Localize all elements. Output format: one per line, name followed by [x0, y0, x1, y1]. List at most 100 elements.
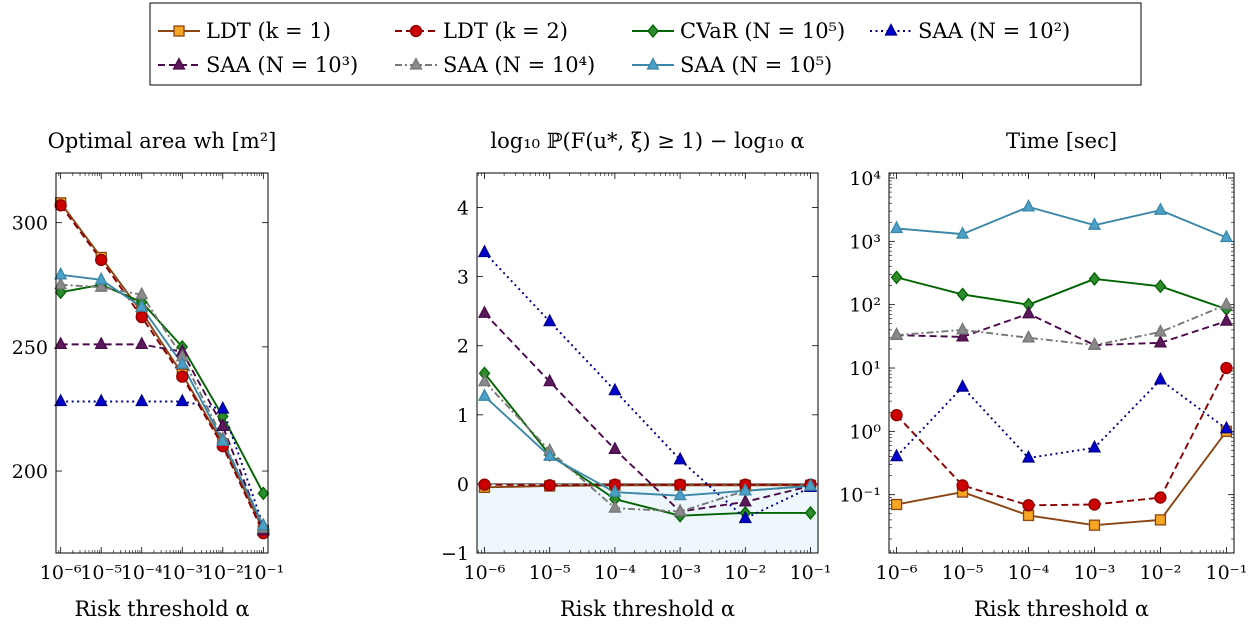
- legend-label: SAA (N = 10⁴): [443, 53, 595, 77]
- data-point-saa5: [256, 517, 270, 531]
- data-point-saa5: [1087, 217, 1102, 230]
- series-line-saa3: [60, 343, 265, 531]
- data-point-saa4: [1219, 296, 1233, 310]
- y-tick-label: 2: [457, 336, 469, 358]
- legend-entry-saa3: SAA (N = 10³): [158, 53, 358, 77]
- legend-marker: [173, 25, 185, 37]
- plot-frame: [55, 172, 269, 554]
- legend-entry-saa2: SAA (N = 10²): [870, 19, 1070, 43]
- x-tick-label: 10⁻²: [1140, 562, 1182, 584]
- data-point-saa2: [1153, 371, 1168, 385]
- data-point-saa3: [94, 336, 108, 350]
- data-point-saa4: [1021, 329, 1036, 343]
- y-tick-label: 3: [457, 267, 469, 289]
- data-point-saa3: [955, 328, 970, 342]
- series-line-cvar5: [483, 372, 811, 517]
- data-point-saa2: [175, 393, 189, 407]
- data-point-saa3: [1021, 305, 1036, 319]
- legend-entry-cvar5: CVaR (N = 10⁵): [632, 19, 845, 43]
- y-tick-label: 300: [12, 213, 48, 235]
- data-point-saa3: [1219, 313, 1233, 326]
- data-point-saa4: [477, 373, 492, 387]
- legend-entry-ldt2: LDT (k = 2): [395, 19, 568, 43]
- x-axis-label: Risk threshold α: [74, 597, 249, 621]
- series-line-saa5: [896, 205, 1227, 239]
- data-point-saa5: [890, 220, 904, 234]
- series-line-saa3: [896, 312, 1227, 347]
- data-point-saa3: [54, 336, 68, 350]
- chart-panel-2: 10⁻⁶ 10⁻⁵ 10⁻⁴ 10⁻³ 10⁻² 10⁻¹ −1 0 1 2 3 4 log₁₀ ℙ(F…: [441, 129, 831, 621]
- data-point-saa5: [608, 484, 622, 497]
- series-line-ldt2: [895, 367, 1228, 507]
- series-line-saa2: [895, 378, 1227, 459]
- legend-entry-ldt1: LDT (k = 1): [158, 19, 331, 43]
- data-point-ldt1: [890, 498, 903, 511]
- data-point-ldt1: [1022, 509, 1035, 522]
- legend-marker: [647, 23, 659, 39]
- x-tick-label: 10⁻¹: [790, 562, 832, 584]
- legend-marker: [884, 23, 898, 36]
- data-point-saa4: [54, 276, 68, 290]
- series-line-saa2: [60, 400, 265, 526]
- x-axis-label: Risk threshold α: [560, 597, 735, 621]
- y-tick-label: 10⁴: [849, 168, 881, 190]
- data-point-saa2: [1021, 450, 1036, 463]
- data-point-saa5: [1219, 229, 1233, 243]
- plot-frame: [476, 172, 819, 554]
- legend-box: [149, 2, 1142, 86]
- x-tick-label: 10⁻⁶: [464, 562, 506, 584]
- data-point-saa3: [738, 493, 752, 507]
- data-point-saa4: [608, 500, 622, 513]
- data-point-saa2: [135, 393, 149, 407]
- x-tick-label: 10⁻⁶: [40, 562, 82, 584]
- data-point-saa2: [543, 313, 557, 327]
- data-point-saa5: [543, 448, 557, 461]
- series-line-ldt1: [59, 202, 265, 532]
- series-line-saa3: [483, 312, 811, 513]
- data-point-saa2: [216, 401, 230, 414]
- data-point-saa4: [955, 321, 970, 335]
- chart-panel-1: 10⁻⁶10⁻⁵10⁻⁴10⁻³10⁻²10⁻¹ 200 250 300 Optimal…: [12, 129, 285, 621]
- legend-label: SAA (N = 10²): [918, 19, 1070, 43]
- data-point-saa5: [135, 299, 149, 312]
- chart-title: Time [sec]: [1006, 129, 1117, 153]
- legend-entry-saa5: SAA (N = 10⁵): [632, 53, 832, 77]
- data-point-ldt1: [1154, 514, 1167, 526]
- series-line-saa4: [896, 303, 1227, 347]
- x-tick-label: 10⁻³: [659, 562, 701, 584]
- x-axis-label: Risk threshold α: [974, 597, 1149, 621]
- data-point-saa4: [890, 327, 904, 340]
- x-tick-label: 10⁻²: [202, 562, 244, 584]
- legend: LDT (k = 1) LDT (k = 2) CVaR (N = 10⁵) SAA …: [149, 2, 1142, 86]
- data-point-saa2: [890, 448, 904, 462]
- legend-marker: [172, 57, 186, 70]
- data-point-saa2: [955, 379, 970, 392]
- y-tick-label: 10³: [849, 231, 881, 253]
- x-tick-label: 10⁻³: [161, 562, 203, 584]
- data-point-ldt2: [135, 310, 148, 324]
- y-tick-label: −1: [441, 543, 469, 565]
- data-point-ldt2: [1220, 361, 1233, 375]
- series-line-ldt1: [896, 430, 1228, 527]
- legend-marker: [646, 57, 660, 70]
- data-point-saa2: [738, 510, 752, 524]
- data-point-saa2: [1219, 420, 1233, 434]
- plot-frame: [888, 172, 1235, 554]
- data-point-cvar5: [1088, 271, 1101, 286]
- x-tick-label: 10⁻²: [724, 562, 766, 584]
- data-point-saa3: [477, 305, 492, 318]
- data-point-ldt2: [176, 370, 189, 383]
- data-point-saa3: [135, 336, 149, 350]
- data-point-cvar5: [890, 270, 903, 285]
- data-point-saa3: [1153, 334, 1168, 348]
- x-tick-label: 10⁻⁵: [529, 562, 571, 584]
- data-point-ldt2: [1154, 491, 1167, 504]
- chart-panels: 10⁻⁶10⁻⁵10⁻⁴10⁻³10⁻²10⁻¹200250300Optimal…: [12, 129, 1248, 621]
- data-point-saa5: [673, 487, 687, 501]
- data-point-saa3: [543, 373, 557, 387]
- x-tick-label: 10⁻¹: [1205, 562, 1247, 584]
- data-point-saa2: [94, 393, 108, 407]
- x-tick-label: 10⁻⁶: [876, 562, 918, 584]
- series-line-saa5: [483, 395, 811, 497]
- legend-label: LDT (k = 1): [206, 19, 331, 43]
